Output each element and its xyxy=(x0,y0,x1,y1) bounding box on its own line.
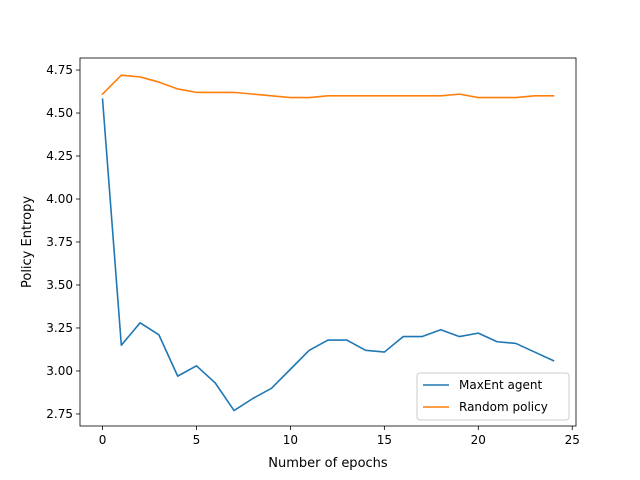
y-axis-label: Policy Entropy xyxy=(20,196,35,288)
y-tick-label: 3.00 xyxy=(46,364,73,378)
y-tick-label: 4.75 xyxy=(46,63,73,77)
y-axis: 2.75 3.00 3.25 3.50 3.75 4.00 4.25 4.50 4.75 xyxy=(46,63,80,421)
series-line-maxent-agent xyxy=(101,98,555,412)
y-tick-label: 3.25 xyxy=(46,321,73,335)
legend-box xyxy=(416,372,570,421)
x-tick-label: 25 xyxy=(565,433,580,447)
series-layer xyxy=(101,74,555,412)
x-tick-label: 5 xyxy=(193,433,201,447)
y-tick-label: 4.50 xyxy=(46,106,73,120)
x-tick-label: 15 xyxy=(377,433,392,447)
y-tick-label: 4.25 xyxy=(46,149,73,163)
x-tick-label: 20 xyxy=(471,433,486,447)
y-tick-label: 3.50 xyxy=(46,278,73,292)
legend-label: MaxEnt agent xyxy=(459,378,542,392)
y-tick-label: 4.00 xyxy=(46,192,73,206)
x-tick-label: 0 xyxy=(99,433,107,447)
legend-label: Random policy xyxy=(459,400,548,414)
y-tick-label: 3.75 xyxy=(46,235,73,249)
y-tick-label: 2.75 xyxy=(46,407,73,421)
plot-frame xyxy=(79,57,577,427)
x-axis-label: Number of epochs xyxy=(268,456,388,471)
legend: MaxEnt agent Random policy xyxy=(416,372,570,421)
series-line-random-policy xyxy=(101,74,555,99)
x-axis: 0 5 10 15 20 25 xyxy=(99,426,580,447)
x-tick-label: 10 xyxy=(283,433,298,447)
